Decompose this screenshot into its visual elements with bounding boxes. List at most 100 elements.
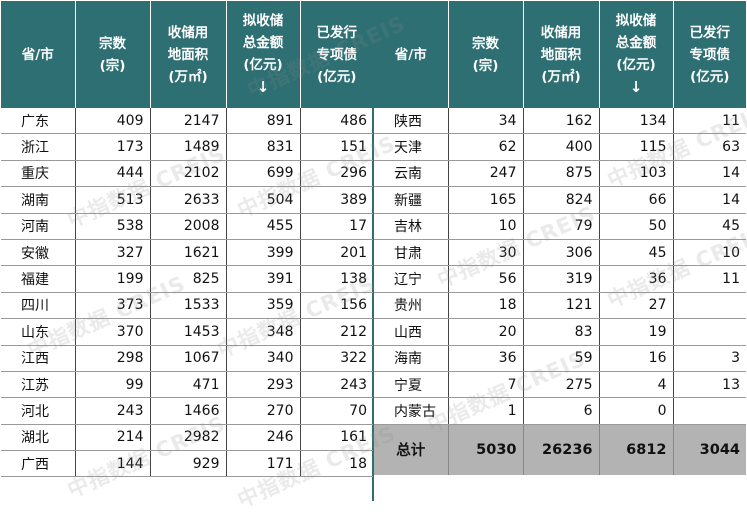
area-cell: 825 <box>150 265 227 293</box>
header-area: 收储用 地面积 (万㎡) <box>523 1 600 108</box>
total-bond: 3044 <box>673 424 746 475</box>
count-cell: 298 <box>75 345 151 372</box>
amount-cell: 45 <box>599 239 674 267</box>
bond-cell: 13 <box>673 371 746 399</box>
header-bond: 已发行 专项债 (亿元) <box>300 1 373 108</box>
area-cell: 59 <box>523 345 600 372</box>
bond-cell: 156 <box>300 292 373 320</box>
total-amount: 6812 <box>599 424 674 475</box>
bond-cell: 70 <box>300 397 373 425</box>
center-divider <box>372 1 374 501</box>
header-area: 收储用 地面积 (万㎡) <box>150 1 227 108</box>
area-cell: 162 <box>523 108 600 135</box>
bond-cell: 243 <box>300 371 373 399</box>
area-cell: 2102 <box>150 160 227 188</box>
bond-cell: 212 <box>300 318 373 346</box>
province-cell: 广西 <box>1 450 76 478</box>
amount-cell: 246 <box>226 424 301 452</box>
area-cell: 1533 <box>150 292 227 320</box>
amount-cell: 0 <box>599 397 674 425</box>
total-label: 总计 <box>374 424 449 475</box>
bond-cell: 14 <box>673 186 746 214</box>
amount-cell: 27 <box>599 292 674 320</box>
bond-cell: 11 <box>673 265 746 293</box>
total-count: 5030 <box>448 424 524 475</box>
bond-cell: 389 <box>300 186 373 214</box>
table-row: 甘肃 30 306 45 10 <box>374 239 746 267</box>
count-cell: 18 <box>448 292 524 320</box>
count-cell: 30 <box>448 239 524 267</box>
province-cell: 天津 <box>374 133 449 161</box>
province-cell: 江西 <box>1 345 76 372</box>
header-count: 宗数 (宗) <box>75 1 151 108</box>
amount-cell: 270 <box>226 397 301 425</box>
amount-cell: 4 <box>599 371 674 399</box>
table-row: 湖南 513 2633 504 389 <box>1 186 373 214</box>
bond-cell: 17 <box>300 213 373 240</box>
header-amount[interactable]: 拟收储 总金额 (亿元) ↓ <box>226 1 301 108</box>
count-cell: 243 <box>75 397 151 425</box>
area-cell: 1466 <box>150 397 227 425</box>
table-row: 云南 247 875 103 14 <box>374 160 746 188</box>
area-cell: 2982 <box>150 424 227 452</box>
header-province: 省/市 <box>1 1 76 108</box>
bond-cell <box>673 397 746 425</box>
amount-cell: 50 <box>599 213 674 240</box>
count-cell: 144 <box>75 450 151 478</box>
header-bond: 已发行 专项债 (亿元) <box>673 1 746 108</box>
table-row: 河北 243 1466 270 70 <box>1 397 373 425</box>
province-cell: 广东 <box>1 108 76 135</box>
count-cell: 199 <box>75 265 151 293</box>
province-cell: 河南 <box>1 213 76 240</box>
area-cell: 471 <box>150 371 227 399</box>
left-header-row: 省/市 宗数 (宗) 收储用 地面积 (万㎡) 拟收储 总金额 (亿元) ↓ 已发行 专项债(… <box>1 1 373 108</box>
count-cell: 10 <box>448 213 524 240</box>
count-cell: 34 <box>448 108 524 135</box>
sort-desc-icon: ↓ <box>256 78 270 96</box>
bond-cell: 14 <box>673 160 746 188</box>
area-cell: 1489 <box>150 133 227 161</box>
area-cell: 1453 <box>150 318 227 346</box>
count-cell: 327 <box>75 239 151 267</box>
bond-cell: 10 <box>673 239 746 267</box>
total-row: 总计 5030 26236 6812 3044 <box>374 424 746 475</box>
table-row: 山东 370 1453 348 212 <box>1 318 373 346</box>
header-province: 省/市 <box>374 1 449 108</box>
province-cell: 湖南 <box>1 186 76 214</box>
province-cell: 吉林 <box>374 213 449 240</box>
count-cell: 99 <box>75 371 151 399</box>
table-row: 湖北 214 2982 246 161 <box>1 424 373 452</box>
bond-cell: 3 <box>673 345 746 372</box>
table-row: 广东 409 2147 891 486 <box>1 108 373 135</box>
bond-cell: 18 <box>300 450 373 478</box>
amount-cell: 391 <box>226 265 301 293</box>
area-cell: 83 <box>523 318 600 346</box>
amount-cell: 103 <box>599 160 674 188</box>
bond-cell: 45 <box>673 213 746 240</box>
count-cell: 444 <box>75 160 151 188</box>
amount-cell: 359 <box>226 292 301 320</box>
area-cell: 306 <box>523 239 600 267</box>
amount-cell: 19 <box>599 318 674 346</box>
bond-cell: 201 <box>300 239 373 267</box>
bond-cell: 151 <box>300 133 373 161</box>
bond-cell: 296 <box>300 160 373 188</box>
table-row: 四川 373 1533 359 156 <box>1 292 373 320</box>
table-row: 海南 36 59 16 3 <box>374 345 746 372</box>
count-cell: 370 <box>75 318 151 346</box>
area-cell: 6 <box>523 397 600 425</box>
header-amount[interactable]: 拟收储 总金额 (亿元) ↓ <box>599 1 674 108</box>
right-table-body: 陕西 34 162 134 11 天津 62 400 115 63 云南 247 875 103 14 新疆 1… <box>374 108 746 425</box>
count-cell: 214 <box>75 424 151 452</box>
total-area: 26236 <box>523 424 600 475</box>
amount-cell: 16 <box>599 345 674 372</box>
province-cell: 江苏 <box>1 371 76 399</box>
count-cell: 173 <box>75 133 151 161</box>
table-row: 广西 144 929 171 18 <box>1 450 373 478</box>
table-row: 贵州 18 121 27 <box>374 292 746 320</box>
amount-cell: 891 <box>226 108 301 135</box>
area-cell: 319 <box>523 265 600 293</box>
count-cell: 7 <box>448 371 524 399</box>
count-cell: 409 <box>75 108 151 135</box>
